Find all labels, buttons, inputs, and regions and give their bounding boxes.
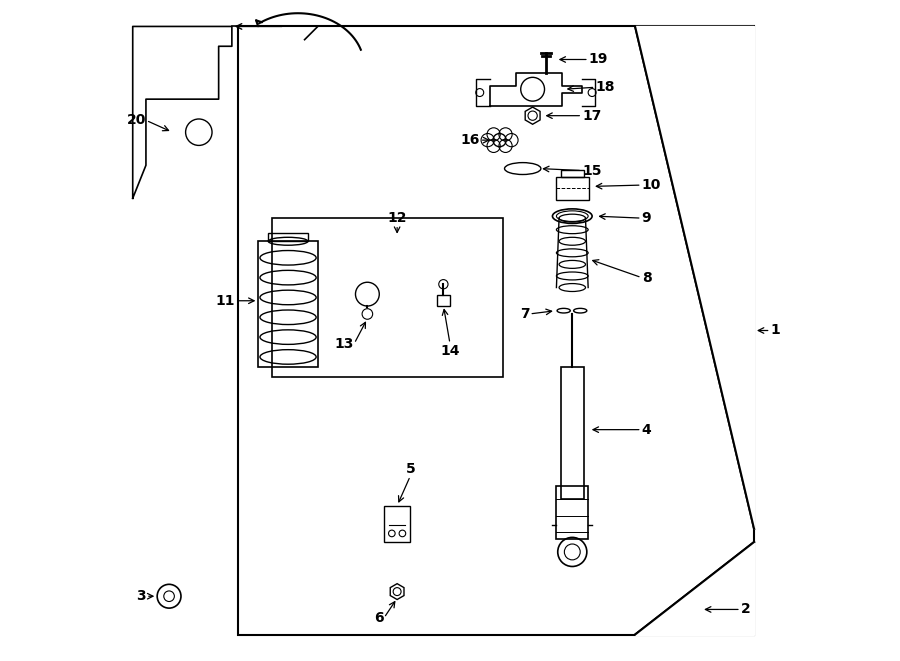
Bar — [561, 367, 584, 499]
Text: 9: 9 — [642, 211, 652, 225]
Text: 12: 12 — [387, 211, 407, 225]
Text: 20: 20 — [127, 113, 146, 128]
Text: 16: 16 — [461, 133, 480, 147]
Bar — [268, 233, 308, 241]
Text: 15: 15 — [582, 163, 602, 178]
Text: 13: 13 — [335, 336, 355, 351]
Bar — [436, 295, 450, 306]
Bar — [561, 171, 584, 177]
Text: 6: 6 — [374, 611, 384, 625]
Bar — [258, 241, 318, 367]
Text: 4: 4 — [642, 422, 652, 437]
Bar — [556, 486, 588, 539]
Bar — [556, 176, 589, 200]
Text: 5: 5 — [406, 462, 415, 476]
Text: 19: 19 — [589, 52, 608, 67]
Polygon shape — [635, 542, 754, 635]
Text: 2: 2 — [741, 602, 751, 617]
Text: 17: 17 — [582, 108, 601, 123]
Text: 14: 14 — [440, 344, 460, 358]
Polygon shape — [635, 26, 754, 529]
Text: 18: 18 — [596, 80, 615, 95]
Text: 8: 8 — [642, 270, 652, 285]
Text: 11: 11 — [216, 293, 235, 308]
Bar — [384, 506, 410, 542]
Text: 3: 3 — [136, 589, 146, 603]
Text: 7: 7 — [519, 307, 529, 321]
Text: 10: 10 — [642, 178, 662, 192]
Text: 1: 1 — [770, 323, 780, 338]
Bar — [238, 26, 754, 635]
Bar — [272, 218, 503, 377]
